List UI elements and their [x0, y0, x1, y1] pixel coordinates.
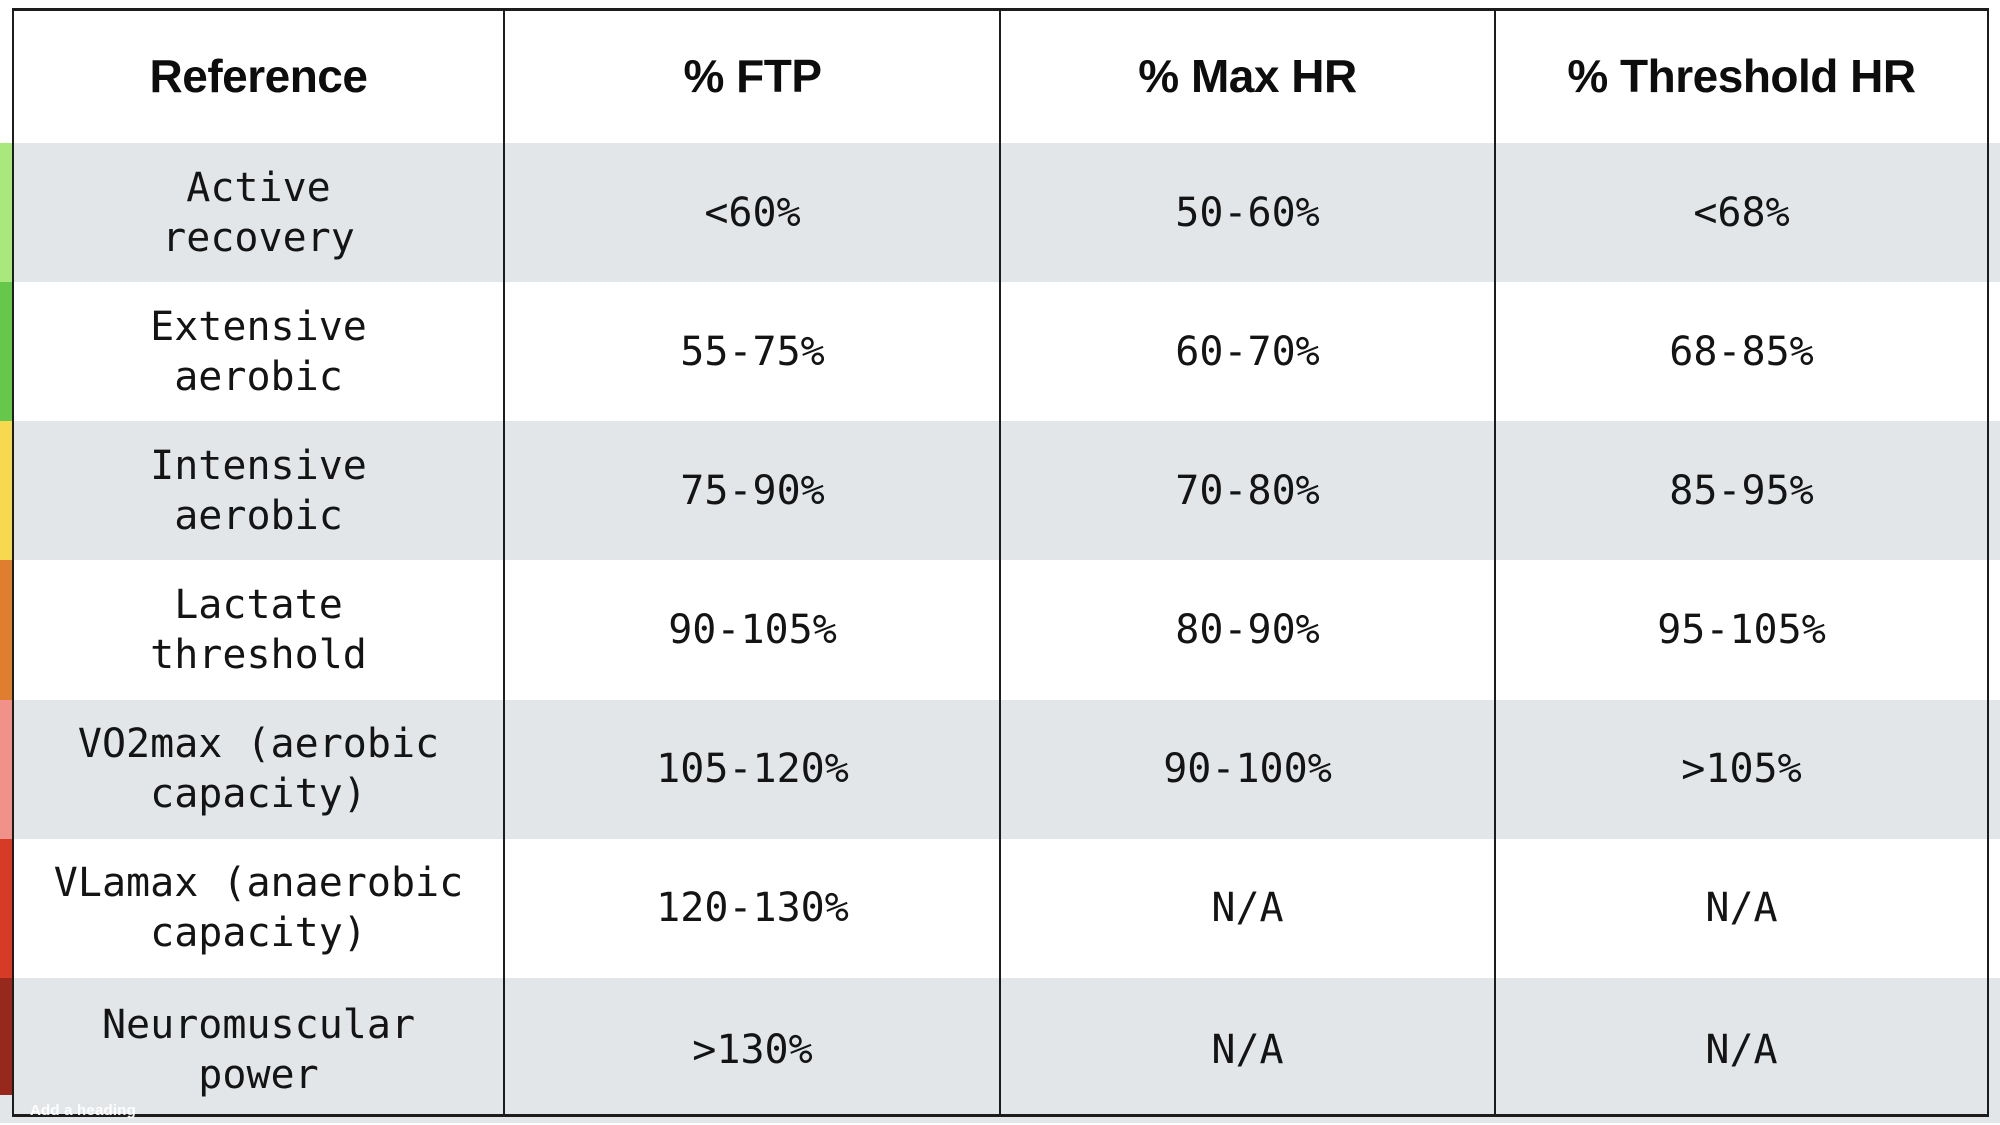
threshold-hr-cell: N/A — [1705, 885, 1778, 932]
column-divider-2 — [999, 8, 1001, 1117]
max-hr-cell: 70-80% — [1175, 467, 1320, 514]
max-hr-cell: N/A — [1211, 885, 1284, 932]
reference-cell: Lactate threshold — [150, 581, 367, 678]
zone-color-stripe — [0, 560, 12, 700]
header-pct-max-hr: % Max HR — [1138, 49, 1357, 102]
ftp-cell: >130% — [692, 1027, 813, 1074]
threshold-hr-cell: >105% — [1681, 746, 1802, 793]
header-pct-threshold-hr: % Threshold HR — [1567, 49, 1916, 102]
reference-cell: VO2max (aerobic capacity) — [77, 721, 440, 818]
max-hr-cell: 50-60% — [1175, 189, 1320, 236]
row-right-margin — [1988, 282, 2000, 421]
row-right-margin — [1988, 978, 2000, 1123]
table-left-border — [12, 8, 14, 1117]
reference-cell: Extensive aerobic — [150, 303, 367, 400]
column-divider-1 — [503, 8, 505, 1117]
header-pct-ftp: % FTP — [683, 49, 822, 102]
header-right-margin — [1988, 8, 2000, 143]
row-right-margin — [1988, 143, 2000, 282]
reference-cell: Neuromuscular power — [101, 1002, 416, 1099]
table-right-border — [1987, 8, 1989, 1117]
zone-color-stripe — [0, 143, 12, 283]
row-right-margin — [1988, 421, 2000, 560]
threshold-hr-cell: <68% — [1693, 189, 1790, 236]
threshold-hr-cell: N/A — [1705, 1027, 1778, 1074]
add-heading-placeholder-text[interactable]: Add a heading — [30, 1102, 136, 1119]
row-right-margin — [1988, 700, 2000, 839]
row-right-margin — [1988, 839, 2000, 978]
ftp-cell: 75-90% — [680, 467, 825, 514]
ftp-cell: <60% — [704, 189, 801, 236]
zone-color-stripe — [0, 421, 12, 561]
zone-color-stripe — [0, 838, 12, 978]
threshold-hr-cell: 85-95% — [1669, 467, 1814, 514]
reference-cell: Active recovery — [162, 164, 355, 261]
max-hr-cell: 60-70% — [1175, 328, 1320, 375]
max-hr-cell: N/A — [1211, 1027, 1284, 1074]
max-hr-cell: 80-90% — [1175, 606, 1320, 653]
zone-color-stripe — [0, 699, 12, 839]
ftp-cell: 105-120% — [656, 746, 849, 793]
reference-cell: Intensive aerobic — [150, 442, 367, 539]
row-right-margin — [1988, 560, 2000, 699]
ftp-cell: 120-130% — [656, 885, 849, 932]
header-left-margin — [0, 8, 12, 143]
reference-cell: VLamax (anaerobic capacity) — [53, 860, 464, 957]
header-reference: Reference — [149, 49, 368, 102]
threshold-hr-cell: 68-85% — [1669, 328, 1814, 375]
ftp-cell: 55-75% — [680, 328, 825, 375]
zone-color-stripe — [0, 977, 12, 1095]
ftp-cell: 90-105% — [668, 606, 837, 653]
threshold-hr-cell: 95-105% — [1657, 606, 1826, 653]
column-divider-3 — [1494, 8, 1496, 1117]
max-hr-cell: 90-100% — [1163, 746, 1332, 793]
zone-color-stripe — [0, 282, 12, 422]
